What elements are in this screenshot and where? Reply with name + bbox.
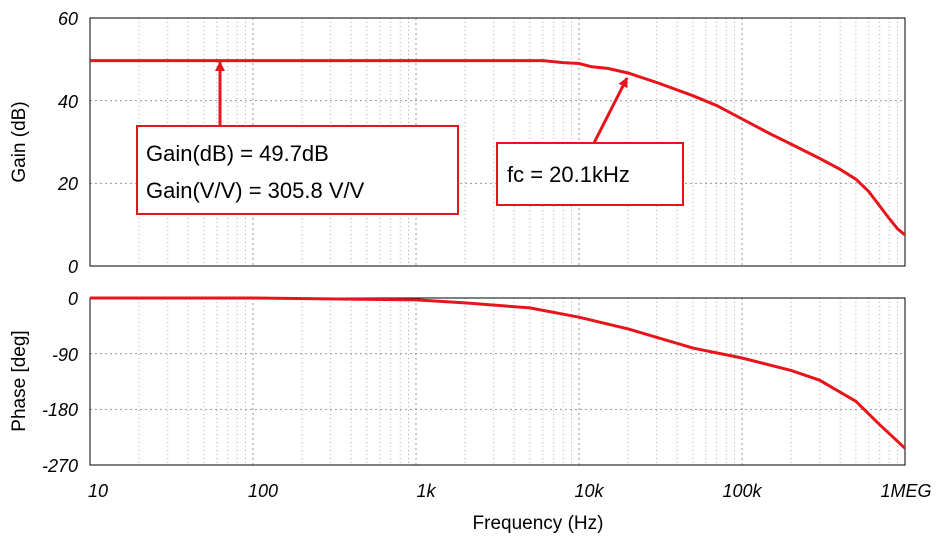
gain-annotation-line-db: Gain(dB) = 49.7dB — [146, 141, 329, 166]
gain-ytick-40: 40 — [58, 92, 78, 112]
phase-grid — [90, 298, 905, 465]
x-tick-10k: 10k — [574, 481, 604, 501]
gain-ytick-0: 0 — [68, 257, 78, 277]
gain-series-line — [90, 59, 906, 237]
phase-series-line — [90, 296, 907, 450]
x-tick-100k: 100k — [722, 481, 762, 501]
phase-y-axis-title: Phase [deg] — [9, 330, 30, 431]
phase-plot-frame — [89, 297, 906, 466]
fc-annotation-label: fc = 20.1kHz — [507, 162, 630, 187]
gain-ytick-20: 20 — [57, 174, 78, 194]
gain-annotation-box — [136, 125, 459, 215]
phase-ytick-minus270: -270 — [42, 456, 78, 476]
gain-ytick-60: 60 — [58, 9, 78, 29]
phase-ytick-0: 0 — [68, 289, 78, 309]
fc-annotation-box — [496, 142, 684, 206]
gain-panel: 60 40 20 0 Gain (dB) Gain(dB) = 49.7dB G… — [9, 9, 906, 277]
x-axis-title: Frequency (Hz) — [473, 513, 604, 534]
gain-annotation-line-vv: Gain(V/V) = 305.8 V/V — [146, 178, 365, 203]
gain-y-axis-title: Gain (dB) — [9, 101, 30, 182]
x-tick-10: 10 — [88, 481, 108, 501]
x-tick-1meg: 1MEG — [880, 481, 931, 501]
phase-ytick-minus180: -180 — [42, 400, 78, 420]
x-tick-100: 100 — [248, 481, 278, 501]
fc-annotation-arrow — [592, 77, 629, 144]
phase-ytick-minus90: -90 — [52, 345, 78, 365]
gain-plot-frame — [89, 17, 906, 267]
x-tick-1k: 1k — [416, 481, 436, 501]
phase-panel: 0 -90 -180 -270 Phase [deg] 10 100 1k 10… — [9, 289, 932, 534]
